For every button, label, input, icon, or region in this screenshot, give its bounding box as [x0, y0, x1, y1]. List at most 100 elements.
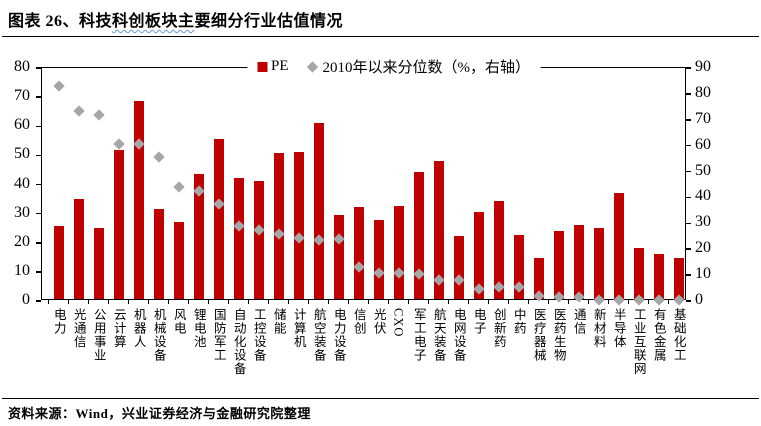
- pe-bar: [73, 198, 84, 299]
- pe-bar: [213, 138, 224, 299]
- left-axis-tick: [35, 96, 41, 98]
- pe-bar: [293, 151, 304, 299]
- left-axis-tick-label: 30: [14, 203, 30, 221]
- pe-bar: [353, 207, 364, 299]
- chart-plot-area: PE 2010年以来分位数（%，右轴） 0 10 20 30 40 50 60 70 80 0 10 2…: [14, 56, 711, 376]
- right-axis-tick-label: 40: [695, 187, 711, 205]
- x-axis-label: 半导体: [611, 308, 626, 349]
- left-axis-tick-label: 20: [14, 232, 30, 250]
- x-axis-label: 航空装备: [311, 308, 326, 362]
- legend-square-marker-icon: [256, 61, 267, 72]
- x-axis-tick: [307, 299, 310, 304]
- pe-bar: [113, 150, 124, 299]
- x-axis-label: 光伏: [371, 308, 386, 335]
- right-axis-tick-label: 60: [695, 135, 711, 153]
- x-axis-label: CXO: [391, 308, 406, 338]
- pe-bar: [513, 234, 524, 299]
- x-axis-label: 电力设备: [331, 308, 346, 362]
- pe-bar: [413, 172, 424, 299]
- x-axis-label: 工控设备: [251, 308, 266, 362]
- right-axis-tick: [685, 170, 691, 173]
- right-axis-tick: [685, 67, 691, 69]
- x-axis-tick: [667, 299, 670, 304]
- chart-title-spellcheck-segment: 科创板块主: [112, 13, 195, 30]
- x-axis-tick: [207, 299, 210, 304]
- left-axis-tick: [35, 67, 41, 69]
- pe-bar: [613, 192, 624, 299]
- x-axis-label: 电网设备: [451, 308, 466, 362]
- x-axis-tick: [387, 299, 390, 304]
- x-axis-tick: [227, 299, 230, 304]
- data-source-note: 资料来源：Wind，兴业证券经济与金融研究院整理: [8, 406, 311, 421]
- pe-bar: [93, 227, 104, 299]
- x-axis-tick: [407, 299, 410, 304]
- percentile-point: [93, 108, 105, 121]
- x-axis-tick: [267, 299, 270, 304]
- x-axis-label: 创新药: [491, 308, 506, 349]
- pe-bar: [433, 160, 444, 299]
- x-axis-label: 新材料: [591, 308, 606, 349]
- legend-label: 2010年以来分位数（%，右轴）: [322, 60, 531, 76]
- x-axis-label: 光通信: [71, 308, 86, 349]
- right-axis-tick-label: 0: [695, 291, 703, 308]
- x-axis-tick: [147, 299, 150, 304]
- pe-bar: [253, 181, 264, 299]
- pe-bar: [533, 258, 544, 299]
- x-axis-tick: [487, 299, 490, 304]
- x-axis-label: 机器人: [131, 308, 146, 349]
- legend-diamond-marker-icon: [306, 60, 319, 73]
- right-axis-tick-label: 90: [695, 58, 711, 75]
- right-axis-tick-label: 50: [695, 161, 711, 179]
- left-axis-tick-label: 60: [14, 116, 30, 134]
- pe-bar: [653, 253, 664, 299]
- x-axis-label: 军工电子: [411, 308, 426, 362]
- pe-bar: [473, 211, 484, 299]
- pe-bar: [373, 220, 384, 299]
- pe-bar: [193, 173, 204, 299]
- x-axis-tick: [347, 299, 350, 304]
- pe-bar: [593, 227, 604, 299]
- chart-legend: PE 2010年以来分位数（%，右轴）: [246, 56, 541, 77]
- chart-title: 图表 26、科技科创板块主要细分行业估值情况: [8, 7, 343, 31]
- x-axis-label: 有色金属: [651, 308, 666, 362]
- x-axis-label: 工业互联网: [631, 308, 646, 376]
- x-axis-tick: [67, 299, 70, 304]
- pe-bar: [133, 100, 144, 299]
- x-axis-tick: [547, 299, 550, 304]
- x-axis-tick: [327, 299, 330, 304]
- right-axis-tick: [685, 119, 691, 121]
- pe-bar: [313, 122, 324, 299]
- footer-divider-line: [2, 398, 759, 399]
- x-axis-tick: [107, 299, 110, 304]
- legend-item: PE: [256, 58, 289, 75]
- pe-bar: [173, 221, 184, 299]
- x-axis-label: 国防军工: [211, 308, 226, 362]
- legend-label: PE: [270, 58, 289, 74]
- left-axis-tick: [35, 154, 41, 157]
- x-axis-tick: [427, 299, 430, 304]
- left-axis-tick: [35, 125, 41, 127]
- legend-item: 2010年以来分位数（%，右轴）: [306, 56, 531, 77]
- left-axis-tick-label: 40: [14, 174, 30, 192]
- left-axis-tick: [35, 300, 41, 302]
- x-axis-label: 锂电池: [191, 308, 206, 349]
- left-axis-tick-label: 50: [14, 145, 30, 163]
- x-axis-tick: [567, 299, 570, 304]
- x-axis-tick: [587, 299, 590, 304]
- right-axis-tick-label: 20: [695, 239, 711, 257]
- left-axis-tick-label: 70: [14, 87, 30, 105]
- pe-bar: [393, 205, 404, 299]
- x-axis-tick: [367, 299, 370, 304]
- x-axis-label: 医药生物: [551, 308, 566, 362]
- chart-title-suffix: 要细分行业估值情况: [194, 13, 344, 30]
- x-axis-tick: [87, 299, 90, 304]
- pe-bar: [273, 153, 284, 299]
- pe-bar: [673, 258, 684, 299]
- pe-bar: [493, 201, 504, 299]
- pe-bar: [553, 230, 564, 299]
- x-axis-label: 基础化工: [671, 308, 686, 362]
- x-axis-tick: [167, 299, 170, 304]
- x-axis-label: 信创: [351, 308, 366, 335]
- left-axis-tick: [35, 271, 41, 273]
- right-axis-tick: [685, 300, 691, 302]
